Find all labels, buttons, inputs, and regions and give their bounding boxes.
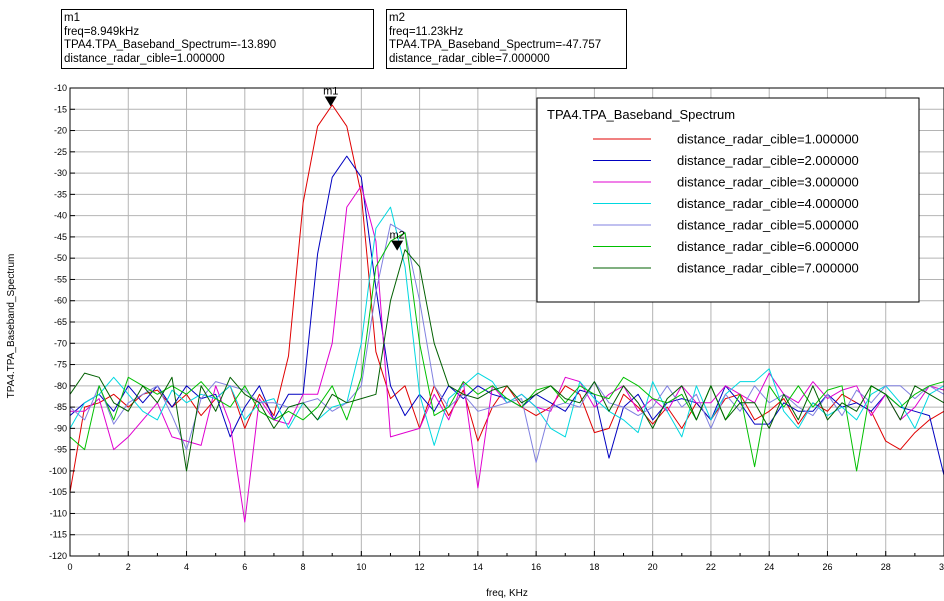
x-tick-label: 28: [881, 562, 891, 572]
marker-value: TPA4.TPA_Baseband_Spectrum=-13.890: [64, 39, 277, 51]
x-tick-label: 14: [473, 562, 483, 572]
x-tick-label: 20: [648, 562, 658, 572]
x-tick-label: 3: [939, 562, 944, 572]
x-tick-label: 2: [126, 562, 131, 572]
marker-freq: freq=11.23kHz: [389, 25, 464, 38]
legend: TPA4.TPA_Baseband_Spectrum distance_rada…: [536, 97, 920, 303]
y-tick-label: -55: [54, 274, 67, 284]
x-tick-label: 16: [531, 562, 541, 572]
legend-entry: distance_radar_cible=2.000000: [677, 153, 859, 168]
y-tick-label: -85: [54, 402, 67, 412]
y-tick-label: -45: [54, 232, 67, 242]
legend-entry: distance_radar_cible=6.000000: [677, 239, 859, 254]
legend-entry: distance_radar_cible=1.000000: [677, 132, 859, 147]
y-tick-label: -30: [54, 168, 67, 178]
series-line: [69, 232, 944, 472]
x-axis-label: freq, KHz: [486, 588, 528, 599]
x-tick-label: 6: [242, 562, 247, 572]
marker-param: distance_radar_cible=1.000000: [64, 52, 225, 65]
marker-freq: freq=8.949kHz: [64, 25, 140, 38]
marker-name: m1: [64, 12, 80, 24]
legend-entry: distance_radar_cible=7.000000: [677, 261, 859, 276]
y-tick-label: -60: [54, 296, 67, 306]
marker-label: m2: [390, 230, 405, 242]
y-tick-label: -120: [49, 551, 67, 561]
x-tick-label: 26: [822, 562, 832, 572]
marker-readout-m2[interactable]: m2 freq=11.23kHz TPA4.TPA_Baseband_Spect…: [386, 9, 627, 69]
y-tick-label: -80: [54, 381, 67, 391]
y-tick-label: -75: [54, 360, 67, 370]
marker-value: TPA4.TPA_Baseband_Spectrum=-47.757: [389, 39, 602, 51]
y-axis-label: TPA4.TPA_Baseband_Spectrum: [6, 254, 17, 399]
axis-ticks: -120-115-110-105-100-95-90-85-80-75-70-6…: [49, 83, 944, 572]
marker-name: m2: [389, 12, 405, 24]
y-tick-label: -95: [54, 445, 67, 455]
marker-triangle-icon[interactable]: [391, 240, 404, 251]
legend-entry: distance_radar_cible=5.000000: [677, 218, 859, 233]
y-tick-label: -50: [54, 253, 67, 263]
x-tick-label: 0: [67, 562, 72, 572]
marker-param: distance_radar_cible=7.000000: [389, 52, 550, 65]
y-tick-label: -65: [54, 317, 67, 327]
y-tick-label: -15: [54, 104, 67, 114]
legend-entry: distance_radar_cible=4.000000: [677, 196, 859, 211]
x-tick-label: 18: [589, 562, 599, 572]
x-tick-label: 10: [356, 562, 366, 572]
y-tick-label: -35: [54, 189, 67, 199]
marker-label: m1: [323, 86, 338, 98]
y-tick-label: -25: [54, 147, 67, 157]
y-tick-label: -40: [54, 211, 67, 221]
series-line: [69, 249, 944, 472]
y-tick-label: -70: [54, 338, 67, 348]
y-tick-label: -110: [50, 508, 67, 518]
y-tick-label: -10: [54, 83, 67, 93]
x-tick-label: 24: [764, 562, 774, 572]
series-lines: [69, 104, 944, 523]
marker-readout-m1[interactable]: m1 freq=8.949kHz TPA4.TPA_Baseband_Spect…: [61, 9, 374, 69]
marker-triangle-icon[interactable]: [324, 96, 337, 107]
y-tick-label: -115: [50, 530, 67, 540]
y-tick-label: -105: [49, 487, 67, 497]
legend-entry: distance_radar_cible=3.000000: [677, 175, 859, 190]
y-tick-label: -20: [54, 126, 67, 136]
x-tick-label: 22: [706, 562, 716, 572]
x-tick-label: 8: [301, 562, 306, 572]
legend-title: TPA4.TPA_Baseband_Spectrum: [547, 107, 735, 122]
y-tick-label: -90: [54, 423, 67, 433]
x-tick-label: 12: [415, 562, 425, 572]
marker-glyphs: m1 m2: [323, 86, 405, 251]
y-tick-label: -100: [49, 466, 67, 476]
series-line: [69, 223, 944, 463]
x-tick-label: 4: [184, 562, 189, 572]
